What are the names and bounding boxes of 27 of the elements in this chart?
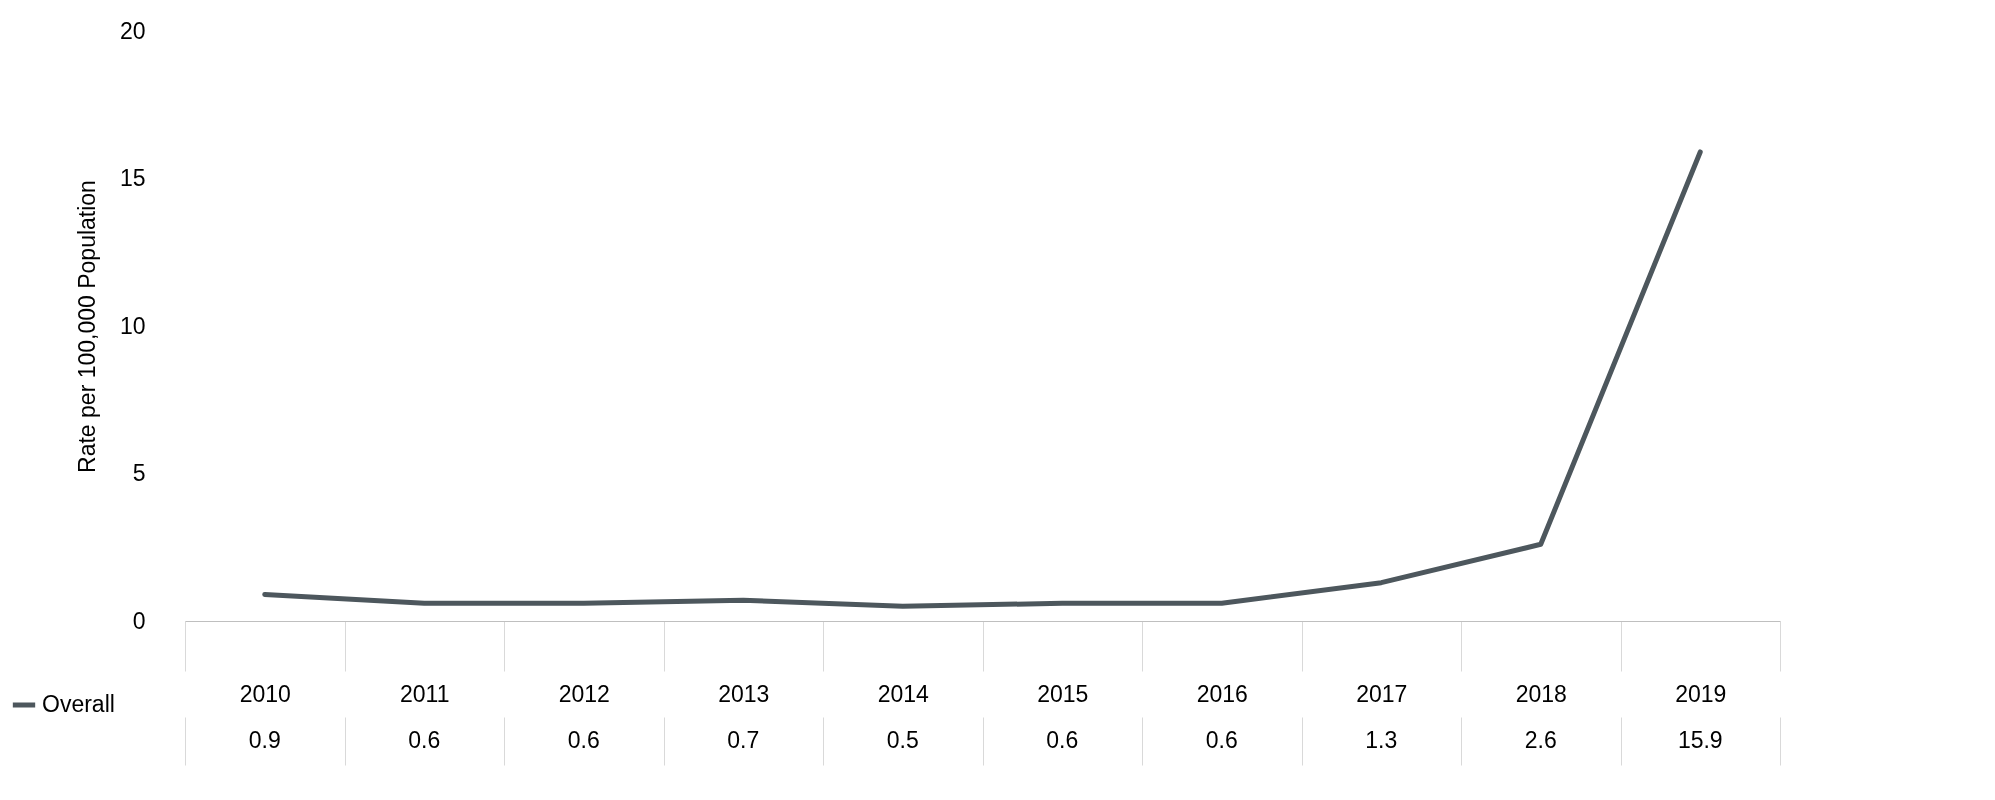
x-tick-label: 2016 [1196, 680, 1248, 707]
data-label: 0.6 [567, 727, 600, 753]
x-tick-label: 2017 [1356, 680, 1408, 707]
x-tick-label: 2011 [400, 680, 450, 707]
y-tick-label: 5 [132, 460, 146, 486]
data-label: 0.6 [408, 727, 441, 753]
data-label: 0.5 [886, 727, 919, 753]
x-tick-label: 2015 [1037, 680, 1089, 707]
data-label: 2.6 [1524, 727, 1557, 753]
x-tick-label: 2012 [558, 680, 610, 707]
data-label: 0.7 [727, 727, 760, 753]
y-tick-label: 15 [119, 165, 146, 191]
data-label: 15.9 [1677, 727, 1723, 753]
x-tick-label: 2018 [1515, 680, 1567, 707]
x-tick-label: 2010 [239, 680, 291, 707]
x-tick-label: 2019 [1675, 680, 1727, 707]
data-label: 0.6 [1205, 727, 1238, 753]
x-tick-label: 2013 [718, 680, 770, 707]
y-tick-label: 10 [119, 312, 146, 339]
y-tick-label: 0 [132, 607, 146, 634]
x-tick-label: 2014 [877, 680, 930, 707]
legend-label: Overall [42, 691, 115, 717]
y-tick-label: 20 [119, 17, 146, 44]
data-label: 0.9 [248, 727, 281, 753]
data-label: 1.3 [1365, 727, 1398, 753]
data-label: 0.6 [1046, 727, 1079, 753]
y-axis-title: Rate per 100,000 Population [73, 180, 100, 473]
